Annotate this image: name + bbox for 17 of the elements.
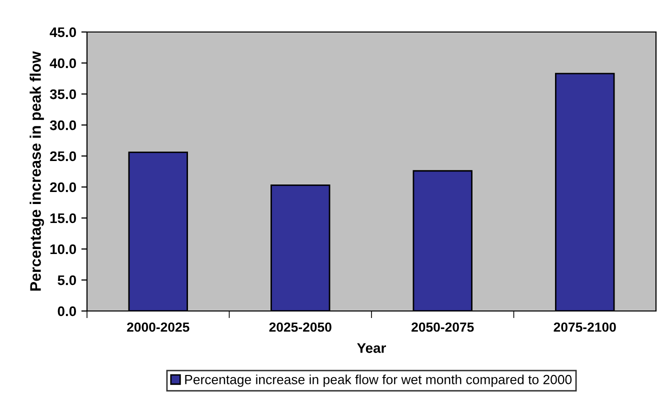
y-tick-label: 20.0: [50, 182, 76, 192]
y-tick-label: 0.0: [58, 306, 76, 316]
y-tick-label: 25.0: [50, 151, 76, 162]
y-tick-label: 35.0: [50, 89, 76, 100]
x-tick-label: 2025-2050: [269, 322, 332, 332]
x-axis-title: Year: [357, 343, 386, 353]
x-tick-label: 2000-2025: [127, 322, 190, 332]
y-tick-label: 40.0: [50, 58, 76, 68]
y-tick-label: 10.0: [50, 244, 76, 254]
y-tick-label: 30.0: [50, 120, 76, 130]
y-tick-label: 5.0: [58, 275, 76, 286]
x-tick-label: 2075-2100: [554, 322, 616, 332]
x-tick-label: 2050-2075: [412, 322, 474, 332]
y-tick-label: 15.0: [50, 213, 76, 224]
y-tick-label: 45.0: [50, 27, 76, 38]
legend-label: Percentage increase in peak flow for wet month compared to 2000: [185, 374, 572, 387]
y-axis-title: Percentage increase in peak flow: [30, 51, 44, 291]
